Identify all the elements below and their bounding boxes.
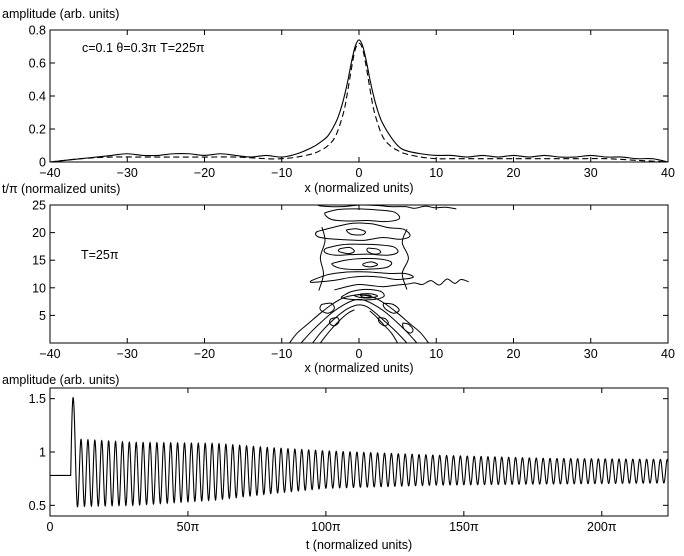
panel-2-contour-line: [300, 298, 418, 344]
panel-2-contour-line: [328, 316, 340, 327]
panel-2-contour-line: [402, 322, 414, 334]
panel-2-frame: [49, 204, 669, 344]
panel-2-contour-line: [401, 229, 409, 290]
panel-1-x-tick-label: −10: [271, 166, 292, 180]
panel-3-x-tick-label: 100π: [311, 520, 341, 534]
panel-1-x-tick-label: 30: [584, 166, 598, 180]
panel-2-contour-line: [353, 293, 379, 299]
panel-3-amplitude-time: amplitude (arb. units) 0 50π 100π 150π 200π …: [2, 373, 669, 552]
panel-2-contour-line: [346, 228, 366, 236]
panel-1-y-ticks: 0 0.2 0.4 0.6 0.8: [29, 24, 668, 170]
panel-2-contour-line: [323, 243, 399, 256]
panel-2-contour-plot: t/π (normalized units) −40 −30 −20 −10 0 10 20…: [2, 182, 675, 375]
panel-2-x-tick-label: −40: [39, 347, 60, 361]
panel-2-x-tick-label: −30: [117, 347, 138, 361]
panel-2-contour-line: [369, 310, 399, 344]
panel-2-contour-line: [360, 294, 372, 298]
panel-2-x-tick-label: 10: [429, 347, 443, 361]
panel-1-amplitude-profile: amplitude (arb. units) −40 −30 −20 −10 0 10 20…: [2, 7, 675, 195]
panel-2-y-tick-label: 25: [32, 199, 46, 213]
panel-2-x-tick-label: 30: [584, 347, 598, 361]
panel-2-x-tick-label: −20: [194, 347, 215, 361]
panel-2-annotation: T=25π: [81, 248, 119, 262]
panel-2-x-tick-label: 40: [661, 347, 675, 361]
panel-3-series-line: [50, 397, 669, 508]
panel-3-y-tick-label: 1.5: [29, 392, 46, 406]
panel-2-contour-line: [318, 226, 326, 291]
panel-2-contour-line: [334, 278, 469, 291]
panel-3-series: [50, 397, 669, 508]
panel-2-y-tick-label: 20: [32, 226, 46, 240]
panel-3-y-tick-label: 1: [39, 446, 46, 460]
panel-1-series-line-dashed: [49, 42, 669, 163]
panel-2-contour-line: [331, 257, 393, 271]
panel-2-contour-line: [312, 304, 408, 344]
panel-2-x-ticks: −40 −30 −20 −10 0 10 20 30 40: [39, 205, 675, 361]
panel-2-x-tick-label: 20: [507, 347, 521, 361]
panel-2-contour-line: [315, 222, 411, 241]
panel-1-series: [49, 39, 669, 163]
panel-2-contour-line: [317, 204, 457, 210]
panel-2-contour-line: [309, 271, 414, 283]
panel-1-y-tick-label: 0.8: [29, 24, 46, 38]
panel-1-y-tick-label: 0.4: [29, 90, 46, 104]
panel-1-x-tick-label: −40: [39, 166, 60, 180]
panel-2-x-axis-label: x (normalized units): [304, 361, 413, 375]
panel-1-x-ticks: −40 −30 −20 −10 0 10 20 30 40: [39, 30, 675, 180]
panel-2-contour-line: [340, 288, 385, 301]
panel-2-contour-line: [366, 247, 382, 255]
panel-1-x-tick-label: 0: [356, 166, 363, 180]
panel-3-y-axis-label: amplitude (arb. units): [2, 373, 119, 387]
panel-2-x-tick-label: 0: [356, 347, 363, 361]
panel-1-x-tick-label: −20: [194, 166, 215, 180]
panel-3-x-tick-label: 200π: [587, 520, 617, 534]
panel-1-parameters-annotation: c=0.1 θ=0.3π T=225π: [82, 41, 205, 55]
panel-2-contour-line: [319, 309, 355, 344]
panel-1-x-tick-label: 10: [429, 166, 443, 180]
panel-3-y-ticks: 0.5 1 1.5: [29, 392, 668, 513]
panel-2-contour-line: [362, 261, 379, 268]
panel-3-y-tick-label: 0.5: [29, 499, 46, 513]
panel-2-x-tick-label: −10: [271, 347, 292, 361]
panel-2-y-ticks: 5 10 15 20 25: [32, 199, 668, 323]
panel-2-contour-lines: [289, 204, 469, 344]
panel-1-x-tick-label: −30: [117, 166, 138, 180]
panel-2-contour-line: [319, 302, 335, 314]
panel-2-y-tick-label: 15: [32, 254, 46, 268]
panel-3-x-axis-label: t (normalized units): [306, 538, 412, 552]
panel-2-contour-line: [382, 302, 400, 314]
panel-1-y-tick-label: 0.6: [29, 57, 46, 71]
panel-2-contour-line: [324, 208, 401, 223]
panel-1-y-tick-label: 0: [39, 156, 46, 170]
panel-1-y-axis-label: amplitude (arb. units): [2, 7, 119, 21]
panel-2-y-tick-label: 5: [39, 309, 46, 323]
panel-3-x-tick-label: 0: [47, 520, 54, 534]
panel-3-x-tick-label: 150π: [449, 520, 479, 534]
panel-1-y-tick-label: 0.2: [29, 123, 46, 137]
panel-2-y-tick-label: 10: [32, 281, 46, 295]
panel-1-x-tick-label: 20: [507, 166, 521, 180]
panel-2-contour-line: [337, 246, 355, 255]
panel-1-x-axis-label: x (normalized units): [304, 181, 413, 195]
panel-3-x-ticks: 0 50π 100π 150π 200π: [47, 388, 617, 534]
panel-3-x-tick-label: 50π: [177, 520, 200, 534]
panel-2-y-axis-label: t/π (normalized units): [2, 182, 120, 196]
panel-2-contour-line: [289, 294, 429, 344]
panel-1-series-line-solid: [49, 39, 669, 163]
panel-1-x-tick-label: 40: [661, 166, 675, 180]
panel-2-contour-line: [377, 317, 389, 327]
